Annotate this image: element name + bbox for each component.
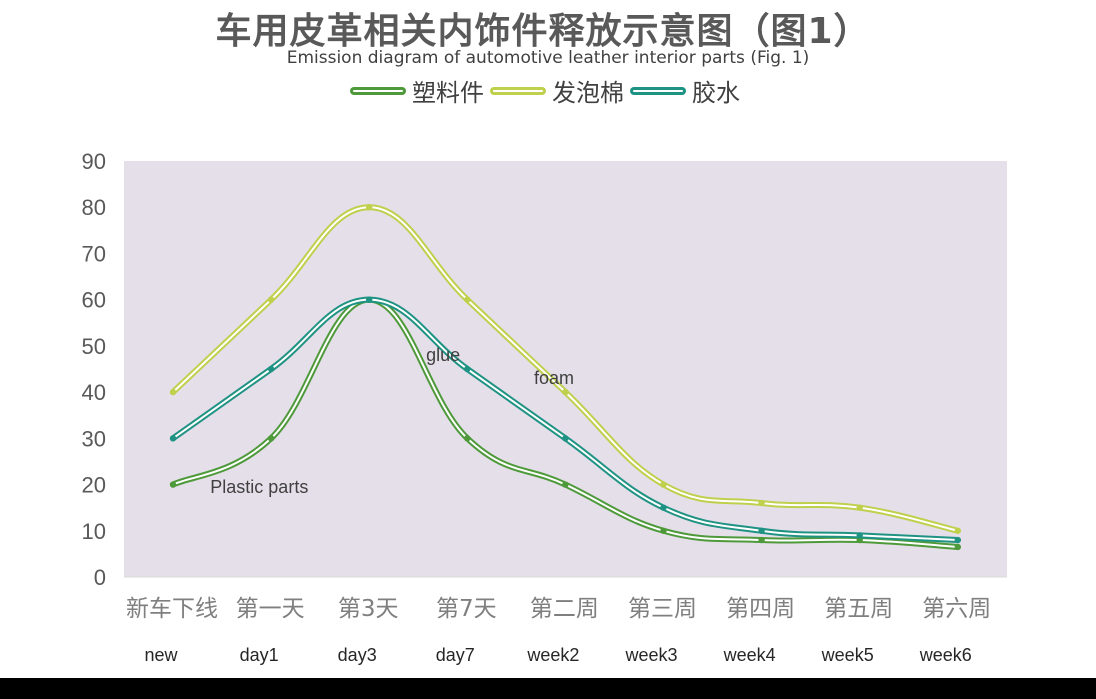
y-tick-label: 20: [82, 473, 106, 498]
data-point: [660, 504, 667, 511]
x-tick-label: 第7天: [436, 596, 497, 622]
data-point: [169, 481, 177, 488]
x-tick-label-en: week4: [723, 645, 776, 665]
y-tick-label: 50: [82, 334, 106, 359]
legend-item-foam: 发泡棉: [490, 73, 624, 108]
data-point: [660, 527, 667, 534]
legend-swatch-glue: [630, 85, 686, 97]
data-point: [267, 435, 275, 442]
data-point: [562, 435, 569, 442]
legend-item-plastic: 塑料件: [350, 73, 484, 108]
x-tick-label: 第三周: [628, 596, 697, 622]
y-tick-label: 60: [82, 288, 106, 313]
chart-subtitle: Emission diagram of automotive leather i…: [286, 48, 810, 68]
footer-bar: [0, 678, 1096, 699]
y-tick-label: 40: [82, 380, 106, 405]
x-tick-label: 新车下线: [126, 596, 218, 622]
legend-label-foam: 发泡棉: [552, 79, 624, 107]
legend: 塑料件 发泡棉 胶水: [0, 73, 1090, 108]
y-tick-label: 90: [82, 149, 106, 174]
legend-label-glue: 胶水: [692, 79, 740, 107]
x-tick-label-en: new: [144, 645, 178, 665]
x-tick-label: 第五周: [824, 596, 893, 622]
x-tick-label-en: week5: [821, 645, 874, 665]
series-line-inner: [172, 298, 959, 548]
x-tick-label: 第六周: [922, 596, 991, 622]
x-tick-label: 第二周: [530, 596, 599, 622]
data-point: [660, 481, 667, 488]
data-point: [464, 435, 471, 442]
data-point: [562, 388, 569, 396]
x-tick-label-en: day7: [436, 645, 475, 665]
x-tick-label-en: day1: [240, 645, 279, 665]
legend-item-glue: 胶水: [630, 73, 740, 108]
x-tick-label: 第3天: [338, 596, 399, 622]
legend-swatch-foam: [490, 85, 546, 97]
chart-title: 车用皮革相关内饰件释放示意图（图1）: [215, 11, 871, 52]
annotation-label: foam: [534, 368, 574, 388]
data-point: [954, 543, 961, 551]
x-tick-label-en: week2: [526, 645, 579, 665]
series-line-inner: [172, 298, 959, 542]
data-point: [758, 536, 765, 544]
data-point: [562, 481, 569, 488]
data-point: [954, 536, 961, 544]
y-tick-label: 30: [82, 426, 106, 451]
y-tick-label: 0: [94, 565, 106, 590]
y-tick-label: 70: [82, 241, 106, 266]
data-point: [856, 532, 863, 539]
data-point: [758, 499, 765, 507]
data-point: [366, 204, 373, 211]
data-point: [856, 504, 863, 511]
data-point: [464, 296, 471, 303]
x-tick-label: 第一天: [236, 596, 305, 622]
data-point: [169, 388, 177, 396]
data-point: [954, 527, 961, 534]
legend-swatch-plastic: [350, 85, 406, 97]
annotation-label: glue: [426, 345, 460, 365]
data-point: [464, 365, 471, 373]
legend-label-plastic: 塑料件: [412, 79, 484, 107]
y-tick-label: 10: [82, 519, 106, 544]
x-tick-label-en: day3: [338, 645, 377, 665]
x-tick-label-en: week6: [919, 645, 972, 665]
data-point: [758, 527, 765, 534]
data-point: [267, 365, 275, 373]
x-tick-label-en: week3: [624, 645, 677, 665]
data-point: [169, 435, 177, 442]
x-tick-label: 第四周: [726, 596, 795, 622]
series-line-inner: [172, 206, 959, 532]
data-point: [267, 296, 275, 303]
data-point: [366, 296, 373, 303]
annotation-label: Plastic parts: [210, 477, 308, 497]
y-tick-label: 80: [82, 195, 106, 220]
